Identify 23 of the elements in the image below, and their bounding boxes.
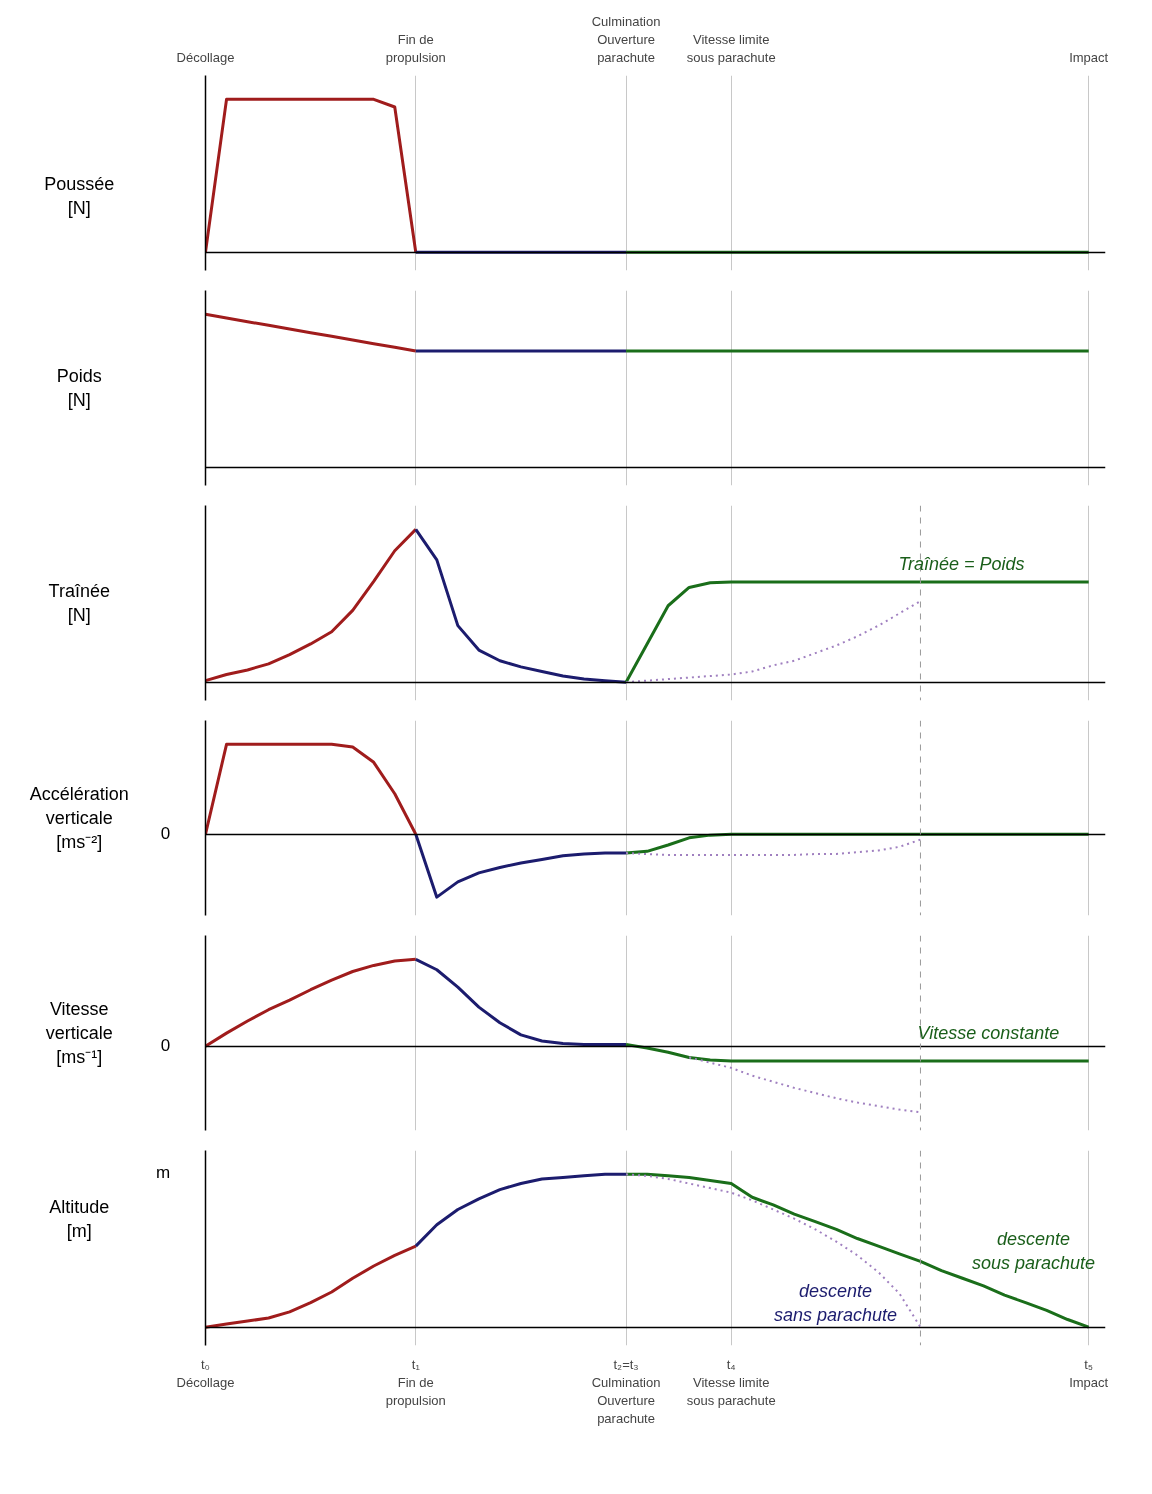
- x-tick-label: t₂=t₃ Culmination Ouverture parachute: [591, 1356, 661, 1426]
- y-axis-title: Altitude [m]: [49, 1197, 110, 1242]
- y-axis-title: Poussée [N]: [44, 173, 115, 218]
- x-tick-label: t₁ Fin de propulsion: [385, 1356, 446, 1408]
- y-axis-title: Poids [N]: [56, 366, 102, 410]
- text: 0: [160, 1035, 171, 1055]
- y-axis-title: Traînée [N]: [48, 581, 110, 625]
- y-axis-title: Vitesse verticale [ms⁻¹]: [45, 999, 113, 1067]
- x-tick-label: Décollage: [176, 49, 235, 65]
- x-tick-label: t₀ Décollage: [176, 1356, 235, 1390]
- text: 0: [160, 823, 171, 843]
- x-tick-label: Fin de propulsion: [385, 31, 446, 65]
- annotation: Vitesse constante: [917, 1022, 1060, 1043]
- annotation: descente sous parachute: [971, 1228, 1096, 1273]
- x-tick-label: Culmination Ouverture parachute: [591, 13, 661, 65]
- y-axis-title: Accélération verticale [ms⁻²]: [29, 784, 129, 852]
- x-tick-label: t₅ Impact: [1069, 1356, 1109, 1390]
- text: m: [156, 1162, 171, 1182]
- annotation: descente sans parachute: [773, 1280, 898, 1325]
- x-tick-label: t₄ Vitesse limite sous parachute: [686, 1356, 776, 1408]
- x-tick-label: Impact: [1069, 49, 1109, 65]
- annotation: Traînée = Poids: [898, 554, 1025, 575]
- x-tick-label: Vitesse limite sous parachute: [686, 31, 776, 65]
